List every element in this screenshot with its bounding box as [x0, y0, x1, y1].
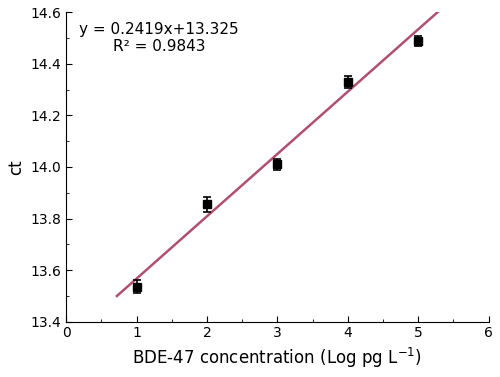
Y-axis label: ct: ct [7, 159, 25, 175]
X-axis label: BDE-47 concentration (Log pg L$^{-1}$): BDE-47 concentration (Log pg L$^{-1}$) [132, 346, 422, 370]
Text: y = 0.2419x+13.325
R² = 0.9843: y = 0.2419x+13.325 R² = 0.9843 [80, 22, 239, 54]
